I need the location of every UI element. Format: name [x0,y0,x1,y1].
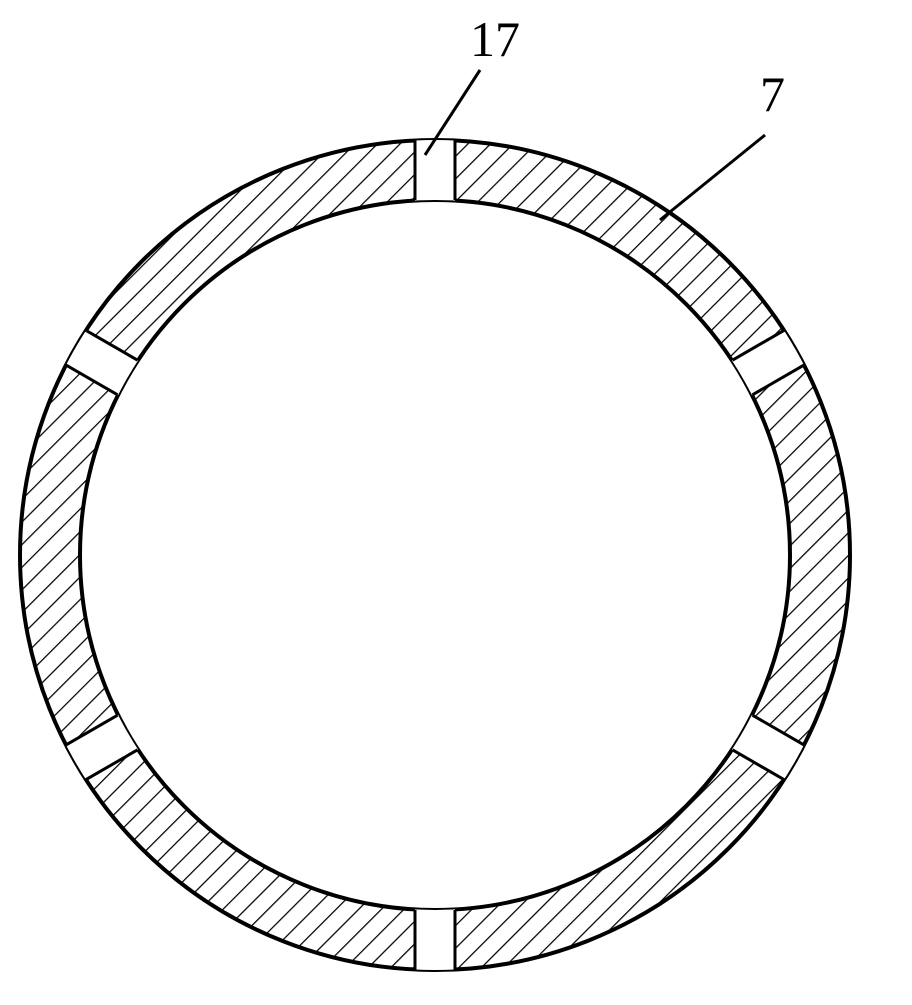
inner-circle [80,200,790,910]
leader-line [660,135,765,220]
label-17: 17 [470,10,520,68]
slot [415,904,455,976]
slot [415,134,455,206]
ring-diagram: 17 7 [0,0,912,1000]
label-7: 7 [760,65,785,123]
ring-body [20,140,850,970]
ring-svg [0,0,912,1000]
ring-hatch [20,140,850,970]
